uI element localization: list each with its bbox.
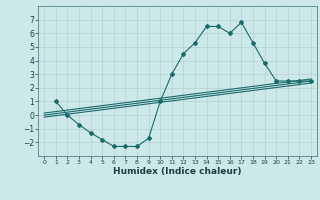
X-axis label: Humidex (Indice chaleur): Humidex (Indice chaleur) <box>113 167 242 176</box>
